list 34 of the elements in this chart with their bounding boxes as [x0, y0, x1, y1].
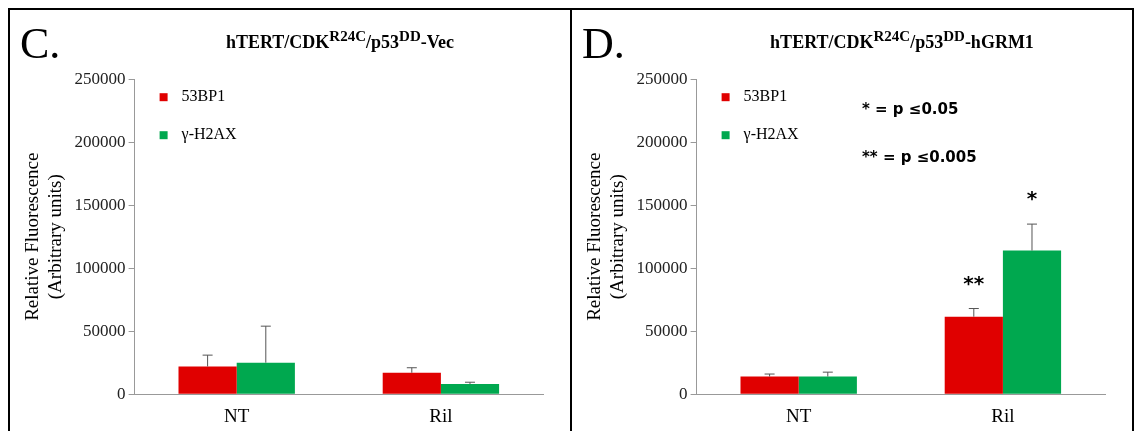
- text: D.: [582, 18, 625, 69]
- bar: [740, 376, 799, 394]
- annotation: **: [963, 270, 985, 295]
- x-tick-label: NT: [224, 404, 250, 426]
- legend-label: 53BP1: [743, 87, 788, 105]
- y-tick-label: 0: [117, 383, 126, 403]
- x-tick-label: Ril: [991, 404, 1015, 426]
- legend-label: γ-H2AX: [180, 125, 238, 144]
- y-tick-label: 50000: [83, 320, 126, 340]
- y-tick-label: 200000: [636, 131, 688, 151]
- annotation: ** = p ≤0.005: [862, 148, 977, 166]
- y-tick-label: 150000: [74, 194, 126, 214]
- annotation: * = p ≤0.05: [862, 100, 959, 118]
- x-tick-label: NT: [786, 404, 812, 426]
- chart-title: hTERT/CDK$^{R24C}$/p53$^{DD}$-Vec: [224, 28, 456, 53]
- legend-label: γ-H2AX: [742, 125, 800, 144]
- bar: [798, 376, 857, 394]
- y-tick-label: 250000: [636, 68, 688, 88]
- bar: [944, 316, 1003, 394]
- y-axis-title: Relative Fluorescence (Arbitrary units): [583, 152, 629, 321]
- annotation: *: [1026, 186, 1038, 211]
- legend-label: 53BP1: [181, 87, 226, 105]
- text: C.: [20, 18, 61, 69]
- y-tick-label: 150000: [636, 194, 688, 214]
- y-tick-label: 0: [679, 383, 688, 403]
- y-tick-label: 50000: [645, 320, 688, 340]
- x-tick-label: Ril: [429, 404, 453, 426]
- y-axis-title: Relative Fluorescence (Arbitrary units): [21, 152, 67, 321]
- y-tick-label: 100000: [636, 257, 688, 277]
- bar: [1002, 250, 1062, 394]
- chart-title: hTERT/CDK$^{R24C}$/p53$^{DD}$-hGRM1: [769, 28, 1035, 53]
- y-tick-label: 200000: [74, 131, 126, 151]
- y-tick-label: 100000: [74, 257, 126, 277]
- y-tick-label: 250000: [74, 68, 126, 88]
